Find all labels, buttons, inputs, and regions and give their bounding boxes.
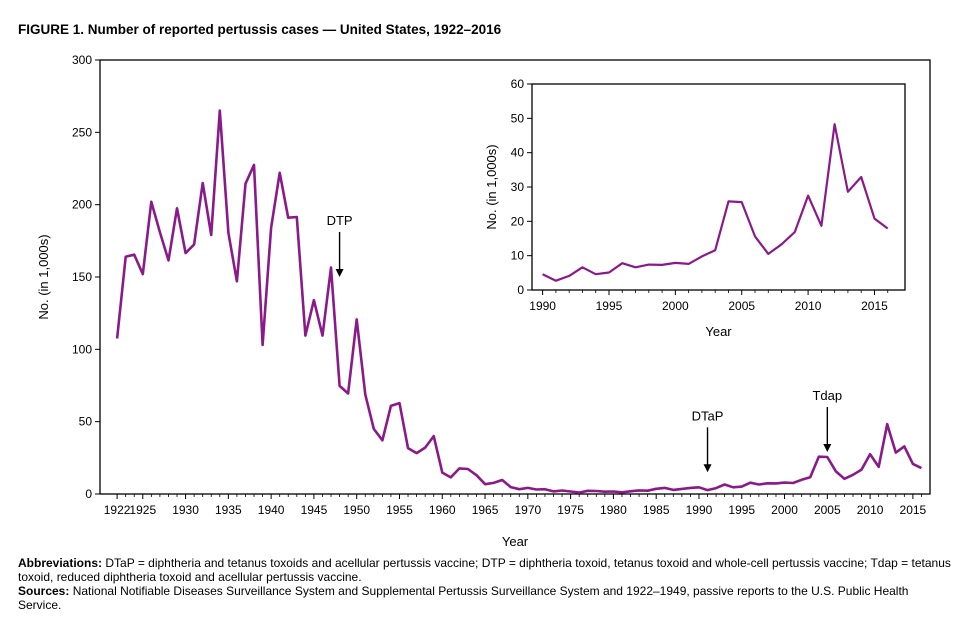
inset-y-tick-label: 50 (511, 111, 525, 125)
main-y-axis-title: No. (in 1,000s) (36, 234, 51, 319)
inset-x-tick-label: 1995 (596, 299, 623, 313)
inset-chart: 0 10 20 30 40 50 60 1990 1995 2000 2005 2010 2015 Yea… (484, 77, 906, 339)
inset-x-tick-label: 2010 (795, 299, 822, 313)
main-y-tick-label: 0 (85, 487, 92, 501)
inset-y-tick-label: 30 (511, 180, 525, 194)
main-x-tick-label: 1970 (514, 503, 541, 517)
main-x-tick-label: 2015 (900, 503, 927, 517)
main-x-tick-label: 1925 (129, 503, 156, 517)
main-x-tick-label: 2000 (771, 503, 798, 517)
main-x-tick-label: 1922 (104, 503, 131, 517)
inset-y-tick-label: 0 (517, 283, 524, 297)
main-x-tick-label: 1935 (215, 503, 242, 517)
main-x-tick-label: 1945 (301, 503, 328, 517)
footnotes: Abbreviations: DTaP = diphtheria and tet… (18, 556, 953, 612)
main-x-tick-label: 1965 (472, 503, 499, 517)
main-y-tick-label: 200 (72, 198, 92, 212)
sources-heading: Sources: (18, 584, 70, 598)
main-x-tick-label: 1950 (343, 503, 370, 517)
sources-note: Sources: National Notifiable Diseases Su… (18, 584, 953, 612)
main-x-axis-title: Year (502, 534, 529, 549)
inset-x-tick-label: 2015 (861, 299, 888, 313)
inset-x-tick-label: 2000 (662, 299, 689, 313)
main-x-tick-label: 2005 (814, 503, 841, 517)
annotation-label-dtap: DTaP (692, 408, 724, 423)
main-x-tick-label: 1985 (643, 503, 670, 517)
main-x-tick-label: 2010 (857, 503, 884, 517)
inset-y-tick-label: 10 (511, 249, 525, 263)
annotation-label-tdap: Tdap (812, 388, 842, 403)
inset-x-tick-label: 1990 (529, 299, 556, 313)
annotation-arrowhead-dtap (703, 464, 712, 473)
annotation-arrowhead-tdap (823, 444, 832, 453)
inset-x-axis-title: Year (705, 324, 732, 339)
abbreviations-note: Abbreviations: DTaP = diphtheria and tet… (18, 556, 953, 584)
inset-y-tick-label: 20 (511, 214, 525, 228)
main-x-tick-label: 1940 (258, 503, 285, 517)
main-x-tick-label: 1955 (386, 503, 413, 517)
annotation-label-dtp: DTP (327, 213, 353, 228)
inset-x-tick-label: 2005 (728, 299, 755, 313)
abbreviations-text: DTaP = diphtheria and tetanus toxoids an… (18, 556, 951, 584)
main-y-tick-label: 250 (72, 125, 92, 139)
inset-y-tick-label: 40 (511, 146, 525, 160)
figure-title: FIGURE 1. Number of reported pertussis c… (18, 22, 502, 37)
annotation-arrowhead-dtp (335, 269, 344, 277)
abbreviations-heading: Abbreviations: (18, 556, 103, 570)
main-y-tick-label: 50 (79, 415, 93, 429)
main-y-tick-label: 300 (72, 53, 92, 67)
inset-y-axis-title: No. (in 1,000s) (484, 144, 499, 229)
main-x-tick-label: 1960 (429, 503, 456, 517)
main-x-tick-label: 1995 (728, 503, 755, 517)
sources-text: National Notifiable Diseases Surveillanc… (18, 584, 909, 612)
main-y-tick-label: 150 (72, 270, 92, 284)
main-series-line (115, 109, 922, 494)
inset-frame (531, 83, 906, 291)
main-x-tick-label: 1990 (686, 503, 713, 517)
main-x-tick-label: 1930 (172, 503, 199, 517)
inset-y-tick-label: 60 (511, 77, 525, 91)
main-x-tick-label: 1980 (600, 503, 627, 517)
main-y-tick-label: 100 (72, 342, 92, 356)
inset-series-line (542, 123, 889, 282)
main-x-tick-label: 1975 (557, 503, 584, 517)
